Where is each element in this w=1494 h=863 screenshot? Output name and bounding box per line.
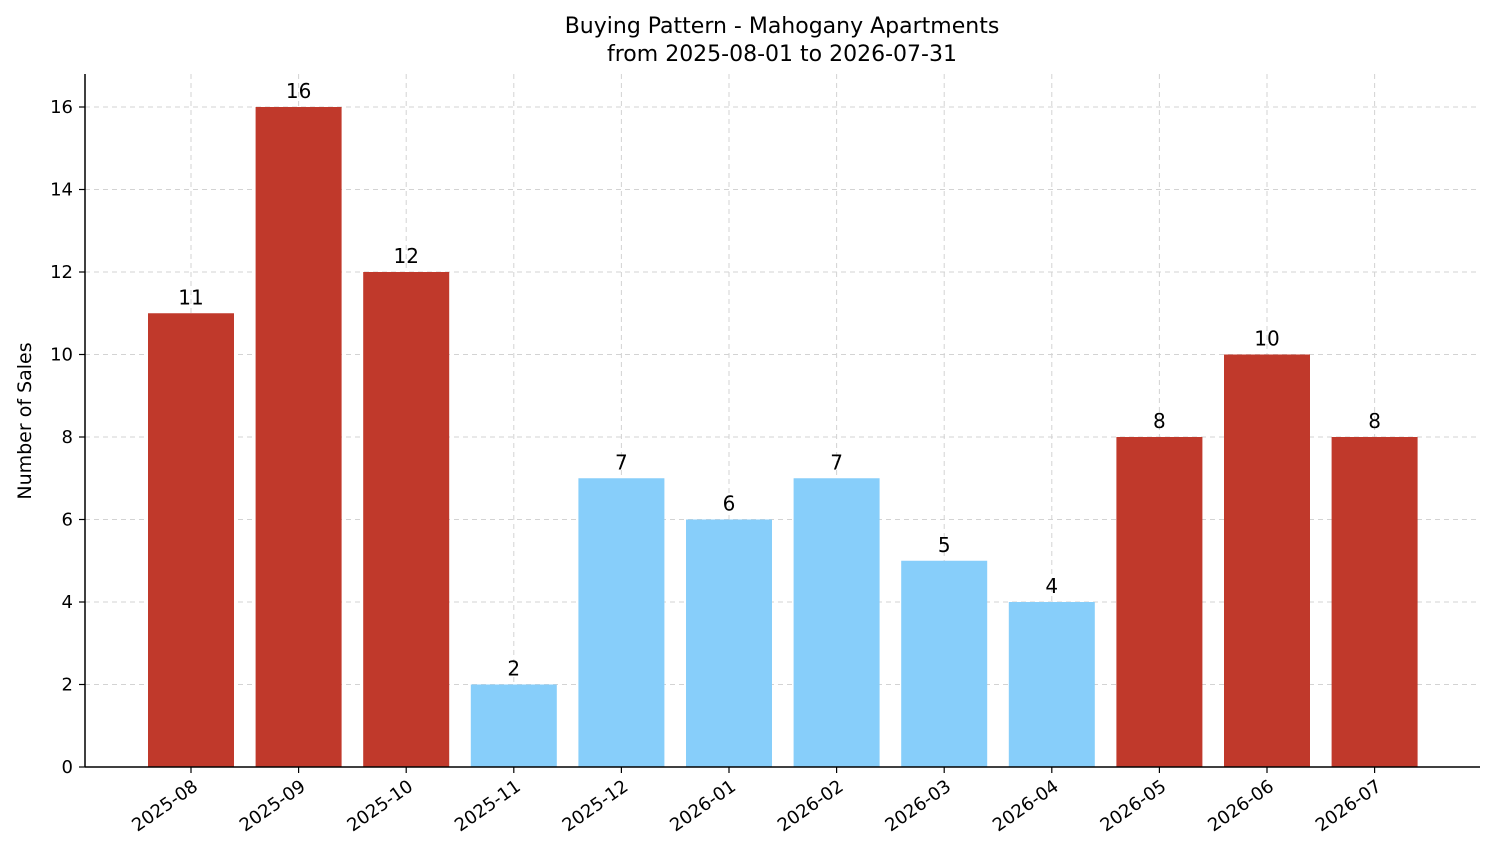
bar-2025-10: [363, 272, 450, 767]
bars: [148, 107, 1418, 767]
data-label-2026-05: 8: [1153, 409, 1166, 433]
x-tick-label-2025-10: 2025-10: [343, 776, 417, 836]
x-tick-label-2026-02: 2026-02: [774, 776, 848, 836]
y-tick-label: 4: [62, 592, 73, 613]
x-tick-label-2026-03: 2026-03: [881, 776, 955, 836]
y-tick-label: 14: [50, 180, 73, 201]
chart-title: Buying Pattern - Mahogany Apartments: [565, 14, 1000, 39]
data-label-2026-01: 6: [723, 492, 736, 516]
bar-2026-03: [901, 560, 988, 767]
bar-2026-06: [1224, 354, 1310, 767]
data-label-2026-07: 8: [1368, 409, 1381, 433]
y-tick-label: 8: [62, 427, 73, 448]
data-label-2026-06: 10: [1254, 327, 1279, 351]
data-label-2025-11: 2: [507, 657, 520, 681]
y-tick-label: 12: [50, 262, 73, 283]
bar-2026-05: [1116, 437, 1203, 767]
x-tick-label-2026-07: 2026-07: [1312, 776, 1386, 836]
data-label-2025-08: 11: [178, 285, 203, 309]
data-label-2026-03: 5: [938, 533, 951, 557]
y-tick-label: 6: [62, 510, 73, 531]
x-tick-label-2025-09: 2025-09: [236, 776, 310, 836]
data-label-2025-12: 7: [615, 450, 628, 474]
bar-2025-09: [255, 107, 342, 767]
data-label-2025-09: 16: [286, 79, 311, 103]
data-label-2026-02: 7: [830, 450, 843, 474]
x-tick-label-2026-01: 2026-01: [666, 776, 740, 836]
bar-2026-07: [1331, 437, 1418, 767]
y-tick-label: 16: [50, 97, 73, 118]
bar-2026-02: [793, 478, 880, 767]
chart-subtitle: from 2025-08-01 to 2026-07-31: [607, 42, 957, 67]
x-tick-label-2025-12: 2025-12: [559, 776, 633, 836]
y-tick-label: 2: [62, 675, 73, 696]
x-tick-label-2026-04: 2026-04: [989, 776, 1063, 836]
bar-2025-11: [470, 684, 557, 767]
data-label-2026-04: 4: [1045, 574, 1058, 598]
y-tick-label: 10: [50, 345, 73, 366]
x-tick-label-2026-05: 2026-05: [1097, 776, 1171, 836]
data-labels: 11 16 12 2 7 6 7 5 4 8 10 8: [178, 79, 1381, 681]
bar-2026-04: [1008, 602, 1095, 767]
bar-2025-08: [148, 313, 234, 767]
x-tick-label-2026-06: 2026-06: [1204, 776, 1278, 836]
data-label-2025-10: 12: [393, 244, 418, 268]
bar-2026-01: [686, 519, 772, 767]
bar-2025-12: [578, 478, 665, 767]
x-tick-label-2025-11: 2025-11: [451, 776, 525, 836]
y-tick-label: 0: [62, 757, 73, 778]
x-tick-label-2025-08: 2025-08: [128, 776, 202, 836]
y-axis-label: Number of Sales: [14, 342, 36, 499]
